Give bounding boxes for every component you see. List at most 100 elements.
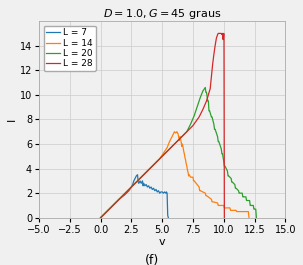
L = 7 bbox=[155, 190, 159, 193]
L = 7 bbox=[145, 186, 149, 189]
L = 28 bbox=[185, 130, 189, 133]
L = 14 bbox=[148, 167, 152, 170]
L = 28 bbox=[221, 32, 224, 35]
L = 7 bbox=[105, 210, 108, 213]
L = 14 bbox=[187, 174, 191, 178]
L = 7 bbox=[136, 173, 139, 176]
L = 28 bbox=[99, 216, 102, 219]
L = 28 bbox=[208, 87, 212, 90]
L = 28 bbox=[218, 32, 221, 35]
L = 7 bbox=[131, 183, 135, 186]
L = 7 bbox=[130, 186, 133, 189]
L = 28 bbox=[123, 192, 127, 195]
L = 7 bbox=[152, 187, 155, 190]
L = 20 bbox=[213, 128, 217, 131]
L = 7 bbox=[142, 182, 145, 185]
L = 28 bbox=[222, 32, 225, 35]
L = 7 bbox=[148, 187, 152, 190]
L = 7 bbox=[144, 183, 148, 186]
L = 28 bbox=[105, 210, 108, 213]
L = 28 bbox=[111, 204, 115, 207]
L = 7 bbox=[117, 198, 121, 201]
L = 7 bbox=[165, 190, 168, 193]
L = 7 bbox=[123, 193, 127, 196]
L = 20 bbox=[203, 86, 207, 89]
L = 7 bbox=[163, 190, 166, 193]
L = 7 bbox=[147, 184, 151, 187]
L = 7 bbox=[99, 216, 102, 219]
L = 7 bbox=[153, 189, 157, 192]
L = 20 bbox=[237, 192, 241, 195]
L = 28 bbox=[179, 136, 182, 139]
L = 7 bbox=[164, 192, 168, 195]
L = 28 bbox=[216, 32, 220, 35]
L = 28 bbox=[130, 186, 133, 189]
L = 7 bbox=[165, 192, 169, 195]
Line: L = 14: L = 14 bbox=[101, 132, 249, 218]
L = 28 bbox=[197, 115, 201, 118]
L = 7 bbox=[139, 182, 143, 185]
L = 28 bbox=[218, 32, 222, 35]
L = 7 bbox=[111, 204, 115, 207]
Line: L = 28: L = 28 bbox=[101, 33, 224, 218]
L = 28 bbox=[219, 32, 222, 35]
L = 7 bbox=[160, 190, 164, 193]
L = 7 bbox=[141, 179, 144, 183]
L = 28 bbox=[212, 53, 216, 56]
L = 7 bbox=[159, 190, 163, 193]
L = 28 bbox=[201, 108, 205, 111]
L = 28 bbox=[210, 75, 213, 78]
L = 28 bbox=[136, 179, 139, 183]
L = 7 bbox=[149, 186, 153, 189]
L = 7 bbox=[158, 192, 161, 195]
L = 28 bbox=[219, 32, 223, 35]
Legend: L = 7, L = 14, L = 20, L = 28: L = 7, L = 14, L = 20, L = 28 bbox=[44, 26, 96, 71]
L = 7 bbox=[138, 179, 142, 183]
L = 14 bbox=[184, 162, 188, 165]
Title: $D = 1.0, G = 45$ graus: $D = 1.0, G = 45$ graus bbox=[103, 7, 221, 21]
L = 20 bbox=[210, 115, 214, 118]
L = 7 bbox=[132, 179, 136, 183]
L = 28 bbox=[215, 37, 218, 40]
L = 7 bbox=[143, 184, 147, 187]
L = 28 bbox=[216, 33, 219, 36]
L = 14 bbox=[247, 216, 251, 219]
L = 28 bbox=[205, 99, 208, 103]
L = 28 bbox=[154, 161, 158, 164]
L = 28 bbox=[191, 124, 195, 127]
L = 28 bbox=[211, 63, 215, 66]
L = 28 bbox=[222, 216, 226, 219]
L = 20 bbox=[255, 216, 258, 219]
L = 14 bbox=[181, 146, 185, 149]
L = 7 bbox=[135, 174, 138, 178]
L = 20 bbox=[160, 155, 164, 158]
L = 28 bbox=[213, 44, 217, 47]
L = 28 bbox=[222, 34, 226, 37]
L = 7 bbox=[151, 188, 154, 191]
L = 7 bbox=[166, 214, 170, 217]
L = 28 bbox=[148, 167, 152, 170]
L = 7 bbox=[157, 189, 160, 192]
L = 28 bbox=[142, 173, 145, 176]
L = 20 bbox=[251, 204, 255, 207]
L = 14 bbox=[192, 179, 196, 183]
L = 28 bbox=[160, 155, 164, 158]
L = 28 bbox=[220, 33, 224, 36]
L = 7 bbox=[136, 180, 140, 184]
L = 20 bbox=[148, 167, 152, 170]
X-axis label: v: v bbox=[159, 237, 165, 248]
Line: L = 7: L = 7 bbox=[101, 175, 168, 218]
L = 7 bbox=[127, 189, 131, 192]
L = 7 bbox=[154, 188, 158, 191]
L = 20 bbox=[99, 216, 102, 219]
L = 14 bbox=[99, 216, 102, 219]
L = 28 bbox=[167, 149, 170, 152]
L = 7 bbox=[167, 216, 170, 219]
L = 7 bbox=[161, 192, 165, 195]
L = 14 bbox=[197, 186, 201, 189]
L = 7 bbox=[141, 184, 145, 187]
L = 28 bbox=[221, 38, 225, 41]
L = 7 bbox=[133, 177, 137, 180]
L = 14 bbox=[173, 130, 176, 133]
L = 7 bbox=[137, 182, 141, 185]
